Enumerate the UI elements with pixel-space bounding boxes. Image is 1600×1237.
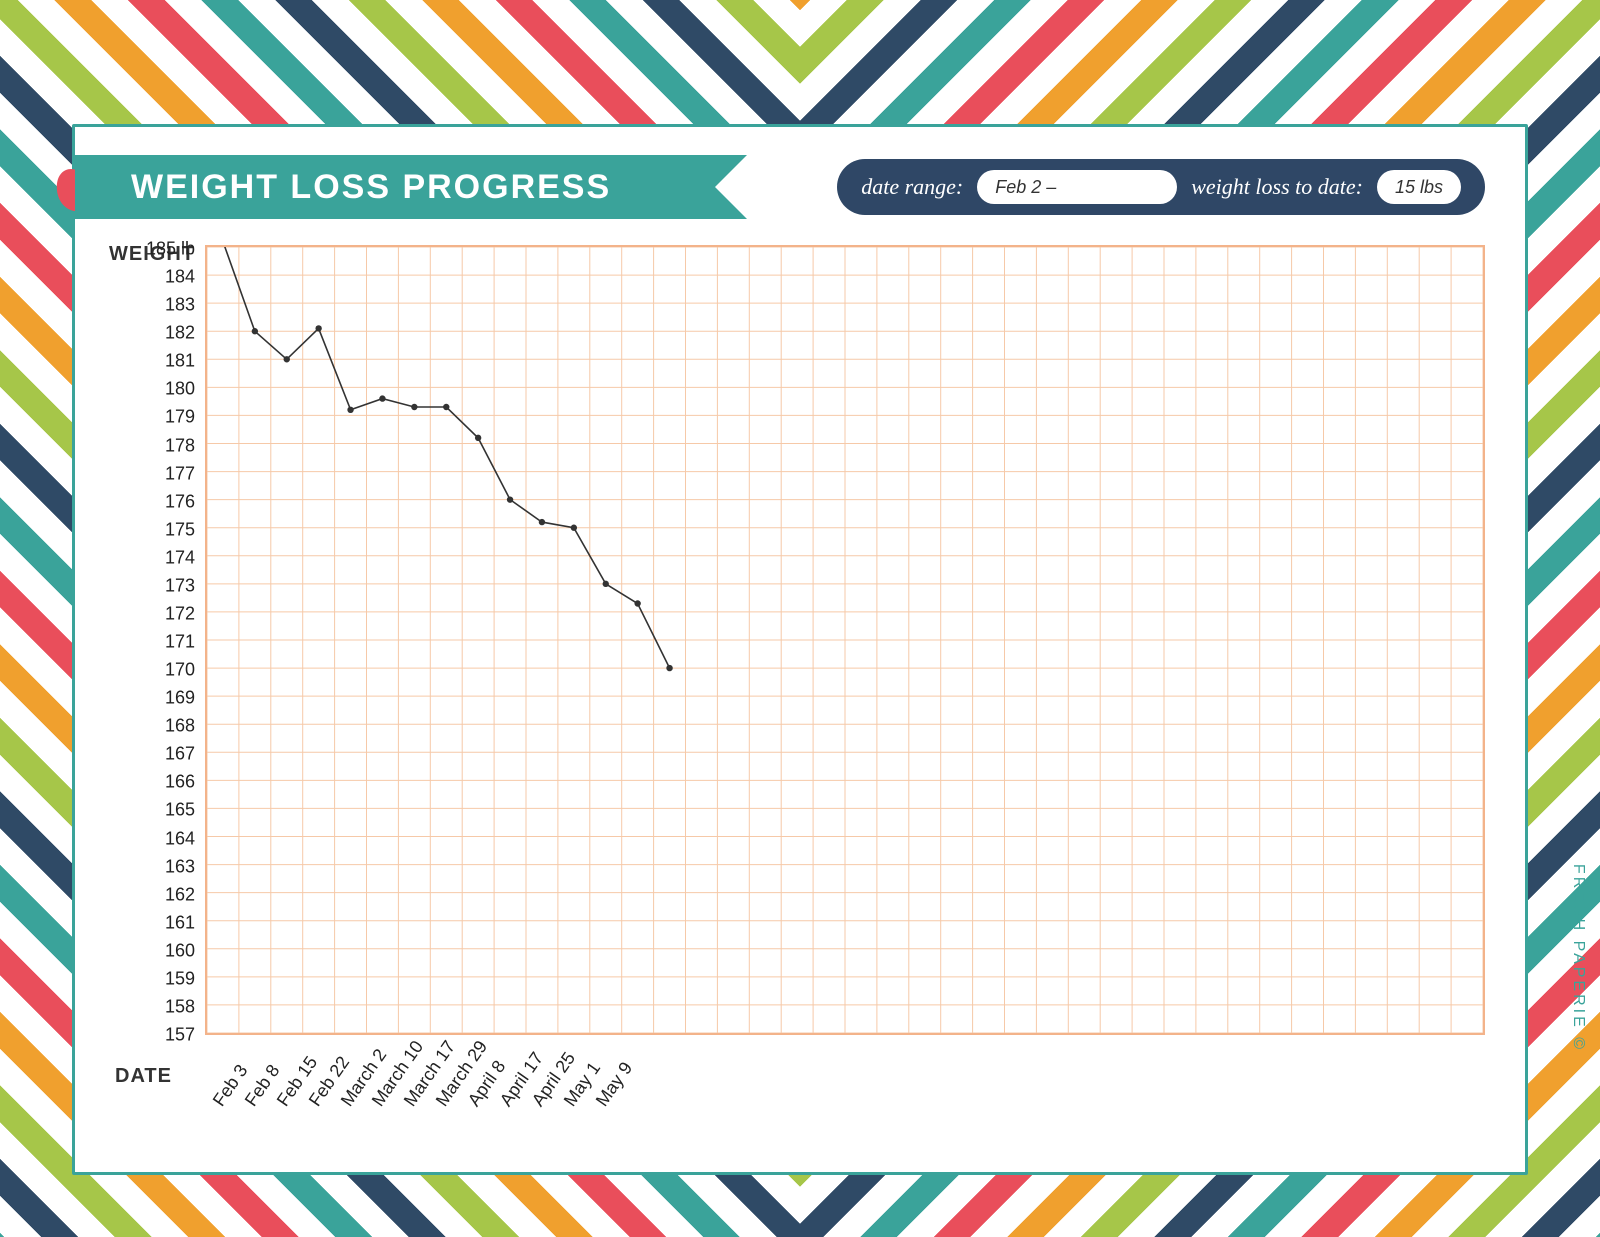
x-axis-title: DATE xyxy=(115,1065,172,1088)
y-tick-label: 179 xyxy=(165,407,195,428)
y-tick-label: 169 xyxy=(165,688,195,709)
y-tick-label: 177 xyxy=(165,463,195,484)
y-tick-label: 183 xyxy=(165,295,195,316)
y-tick-label: 172 xyxy=(165,603,195,624)
y-tick-label: 173 xyxy=(165,575,195,596)
y-tick-label: 180 xyxy=(165,379,195,400)
x-tick-label: Feb 3 xyxy=(209,1061,253,1111)
y-tick-label: 174 xyxy=(165,547,195,568)
y-tick-label: 167 xyxy=(165,744,195,765)
title-ribbon: WEIGHT LOSS PROGRESS xyxy=(75,155,715,219)
page-title: WEIGHT LOSS PROGRESS xyxy=(131,168,611,207)
y-tick-label: 158 xyxy=(165,996,195,1017)
y-tick-label: 178 xyxy=(165,435,195,456)
y-tick-label: 161 xyxy=(165,912,195,933)
y-tick-label: 166 xyxy=(165,772,195,793)
y-tick-label: 182 xyxy=(165,323,195,344)
info-pill: date range: Feb 2 – weight loss to date:… xyxy=(837,159,1485,215)
chart-plot xyxy=(205,245,1485,1035)
brand-watermark: FRESH PAPERIE © xyxy=(1569,864,1587,1052)
weight-loss-value: 15 lbs xyxy=(1377,170,1461,204)
date-range-label: date range: xyxy=(861,174,963,200)
y-tick-label: 175 xyxy=(165,519,195,540)
date-range-value: Feb 2 – xyxy=(977,170,1177,204)
y-tick-label: 163 xyxy=(165,856,195,877)
y-tick-label: 185 lb xyxy=(146,239,195,260)
x-axis-labels: Feb 3Feb 8Feb 15Feb 22March 2March 10Mar… xyxy=(205,1037,1485,1107)
y-tick-label: 168 xyxy=(165,716,195,737)
y-tick-label: 162 xyxy=(165,884,195,905)
y-tick-label: 159 xyxy=(165,968,195,989)
weight-loss-label: weight loss to date: xyxy=(1191,174,1363,200)
y-tick-label: 181 xyxy=(165,351,195,372)
y-tick-label: 176 xyxy=(165,491,195,512)
y-axis-labels: 185 lb1841831821811801791781771761751741… xyxy=(75,245,203,1035)
y-tick-label: 165 xyxy=(165,800,195,821)
y-tick-label: 164 xyxy=(165,828,195,849)
y-tick-label: 171 xyxy=(165,632,195,653)
y-tick-label: 157 xyxy=(165,1025,195,1046)
y-tick-label: 184 xyxy=(165,267,195,288)
y-tick-label: 170 xyxy=(165,660,195,681)
card: WEIGHT LOSS PROGRESS date range: Feb 2 –… xyxy=(72,124,1528,1175)
y-tick-label: 160 xyxy=(165,940,195,961)
